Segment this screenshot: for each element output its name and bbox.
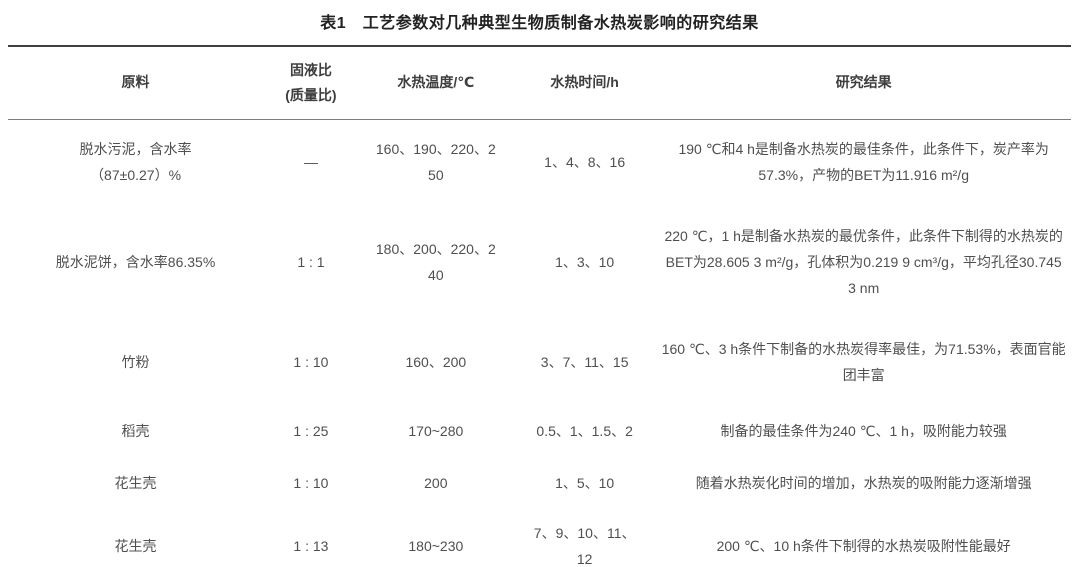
table-row: 竹粉 1 : 10 160、200 3、7、11、15 160 ℃、3 h条件下… bbox=[8, 320, 1071, 406]
cell-ratio: 1 : 13 bbox=[293, 538, 329, 555]
cell-result: 160 ℃、3 h条件下制备的水热炭得率最佳，为71.53%，表面官能团丰富 bbox=[661, 341, 1066, 383]
cell-ratio: 1 : 10 bbox=[293, 475, 329, 492]
cell-time: 7、9、10、11、12 bbox=[533, 525, 636, 567]
table-row: 稻壳 1 : 25 170~280 0.5、1、1.5、2 制备的最佳条件为24… bbox=[8, 406, 1071, 458]
cell-time: 3、7、11、15 bbox=[540, 354, 629, 371]
cell-temperature: 170~280 bbox=[408, 423, 464, 440]
cell-result: 190 ℃和4 h是制备水热炭的最佳条件，此条件下，炭产率为57.3%，产物的B… bbox=[678, 141, 1049, 183]
cell-time: 0.5、1、1.5、2 bbox=[536, 423, 633, 440]
cell-material: 花生壳 bbox=[114, 538, 157, 555]
table-row: 花生壳 1 : 13 180~230 7、9、10、11、12 200 ℃、10… bbox=[8, 510, 1071, 567]
cell-time: 1、3、10 bbox=[555, 254, 615, 271]
table-body: 脱水污泥，含水率（87±0.27）% — 160、190、220、250 1、4… bbox=[8, 120, 1071, 567]
cell-ratio: 1 : 25 bbox=[293, 423, 329, 440]
cell-result: 220 ℃，1 h是制备水热炭的最优条件，此条件下制得的水热炭的BET为28.6… bbox=[664, 228, 1063, 296]
table-row: 花生壳 1 : 10 200 1、5、10 随着水热炭化时间的增加，水热炭的吸附… bbox=[8, 458, 1071, 510]
cell-temperature: 200 bbox=[424, 475, 448, 492]
cell-material: 稻壳 bbox=[121, 423, 150, 440]
cell-material: 花生壳 bbox=[114, 475, 157, 492]
header-material: 原料 bbox=[121, 74, 150, 91]
header-result: 研究结果 bbox=[835, 74, 892, 91]
research-results-table: 原料 固液比 (质量比) 水热温度/℃ 水热时间/h 研究结果 脱水污泥，含水率… bbox=[8, 45, 1071, 567]
table-row: 脱水污泥，含水率（87±0.27）% — 160、190、220、250 1、4… bbox=[8, 120, 1071, 207]
cell-result: 200 ℃、10 h条件下制得的水热炭吸附性能最好 bbox=[716, 538, 1011, 555]
header-ratio: 固液比 (质量比) bbox=[285, 61, 337, 103]
cell-temperature: 180、200、220、240 bbox=[375, 241, 496, 283]
cell-temperature: 180~230 bbox=[408, 538, 464, 555]
cell-material: 竹粉 bbox=[121, 354, 150, 371]
cell-ratio: — bbox=[303, 154, 318, 171]
cell-temperature: 160、190、220、250 bbox=[375, 141, 496, 183]
cell-time: 1、4、8、16 bbox=[544, 154, 626, 171]
cell-ratio: 1 : 1 bbox=[297, 254, 325, 271]
cell-temperature: 160、200 bbox=[405, 354, 467, 371]
header-time: 水热时间/h bbox=[550, 74, 619, 91]
cell-result: 制备的最佳条件为240 ℃、1 h，吸附能力较强 bbox=[720, 423, 1007, 440]
table-header: 原料 固液比 (质量比) 水热温度/℃ 水热时间/h 研究结果 bbox=[8, 46, 1071, 120]
header-temperature: 水热温度/℃ bbox=[397, 74, 475, 91]
table-row: 脱水泥饼，含水率86.35% 1 : 1 180、200、220、240 1、3… bbox=[8, 206, 1071, 320]
cell-material: 脱水泥饼，含水率86.35% bbox=[55, 254, 216, 271]
header-row: 原料 固液比 (质量比) 水热温度/℃ 水热时间/h 研究结果 bbox=[8, 46, 1071, 120]
cell-time: 1、5、10 bbox=[555, 475, 615, 492]
cell-material: 脱水污泥，含水率（87±0.27）% bbox=[79, 141, 192, 183]
cell-ratio: 1 : 10 bbox=[293, 354, 329, 371]
table-caption: 表1 工艺参数对几种典型生物质制备水热炭影响的研究结果 bbox=[320, 15, 759, 32]
cell-result: 随着水热炭化时间的增加，水热炭的吸附能力逐渐增强 bbox=[695, 475, 1032, 492]
